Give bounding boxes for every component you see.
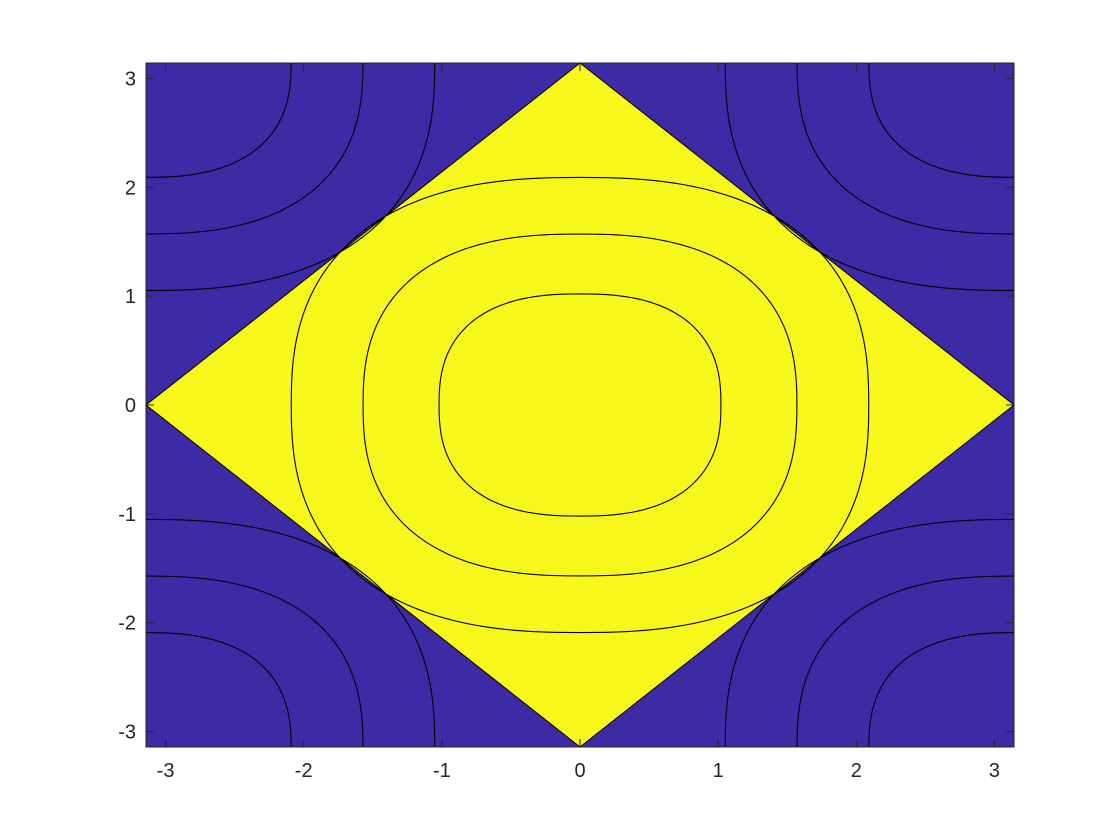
y-tick-label: 1 (125, 286, 136, 308)
x-tick-label: -1 (433, 760, 451, 782)
y-tick-label: 0 (125, 395, 136, 417)
corner-contour-bottom-left-2 (146, 575, 364, 747)
x-tick-label: 3 (989, 760, 1000, 782)
x-tick-label: -2 (295, 760, 313, 782)
corner-contour-bottom-left-3 (146, 518, 436, 747)
corner-contour-bottom-left-1 (146, 632, 292, 747)
y-tick-label: 2 (125, 177, 136, 199)
center-contour-1 (438, 293, 722, 517)
y-tick-label: -3 (118, 722, 136, 744)
x-tick-label: 1 (713, 760, 724, 782)
corner-contour-top-left-3 (146, 63, 436, 292)
y-tick-label: -2 (118, 613, 136, 635)
x-tick-label: 0 (574, 760, 585, 782)
x-tick-label: 2 (851, 760, 862, 782)
corner-contour-top-left-1 (146, 63, 292, 178)
axes: -3 -2 -1 0 1 2 3 -3 -2 -1 0 1 2 3 (118, 62, 1015, 782)
inner-region (146, 63, 1014, 747)
y-tick-label: 3 (125, 68, 136, 90)
center-contour-3 (290, 176, 870, 634)
center-contour-2 (362, 233, 798, 577)
filled-regions (146, 63, 1014, 747)
corner-contour-top-left-2 (146, 63, 364, 235)
x-tick-label: -3 (157, 760, 175, 782)
y-tick-label: -1 (118, 504, 136, 526)
